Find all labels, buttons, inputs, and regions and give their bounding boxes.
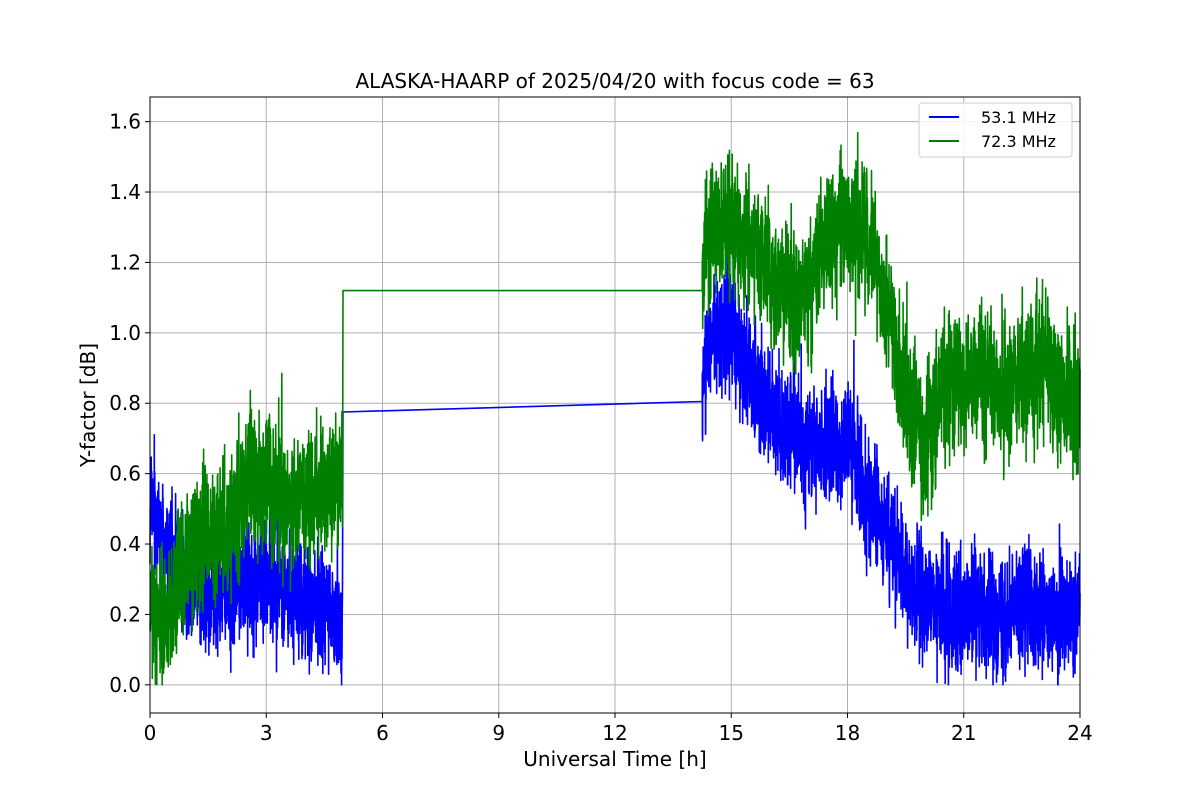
y-tick-label: 1.0 [109, 321, 141, 345]
legend-label-53-1-mhz: 53.1 MHz [981, 108, 1056, 127]
x-tick-label: 0 [144, 721, 157, 745]
plot-area [149, 131, 1081, 686]
x-tick-label: 6 [376, 721, 389, 745]
chart-title: ALASKA-HAARP of 2025/04/20 with focus co… [355, 69, 874, 93]
y-tick-label: 1.4 [109, 180, 141, 204]
y-tick-label: 1.2 [109, 250, 141, 274]
y-tick-label: 0.4 [109, 532, 141, 556]
x-tick-label: 24 [1067, 721, 1092, 745]
x-tick-label: 21 [951, 721, 976, 745]
y-tick-label: 0.2 [109, 602, 141, 626]
x-tick-label: 9 [492, 721, 505, 745]
x-tick-label: 15 [719, 721, 744, 745]
legend: 53.1 MHz 72.3 MHz [918, 102, 1073, 158]
y-tick-label: 0.0 [109, 673, 141, 697]
y-tick-label: 1.6 [109, 110, 141, 134]
series-line-72-3-mhz [149, 131, 1081, 686]
y-tick-label: 0.8 [109, 391, 141, 415]
x-tick-label: 18 [835, 721, 860, 745]
x-axis-title: Universal Time [h] [523, 747, 706, 771]
y-tick-label: 0.6 [109, 462, 141, 486]
y-axis-title: Y-factor [dB] [76, 343, 100, 468]
ticks: 0 3 6 9 12 15 18 21 24 0.0 0.2 0.4 0.6 0.8 1.0 1.2 1.4 1.… [109, 110, 1093, 745]
x-tick-label: 12 [602, 721, 627, 745]
legend-label-72-3-mhz: 72.3 MHz [981, 132, 1056, 151]
x-tick-label: 3 [260, 721, 273, 745]
